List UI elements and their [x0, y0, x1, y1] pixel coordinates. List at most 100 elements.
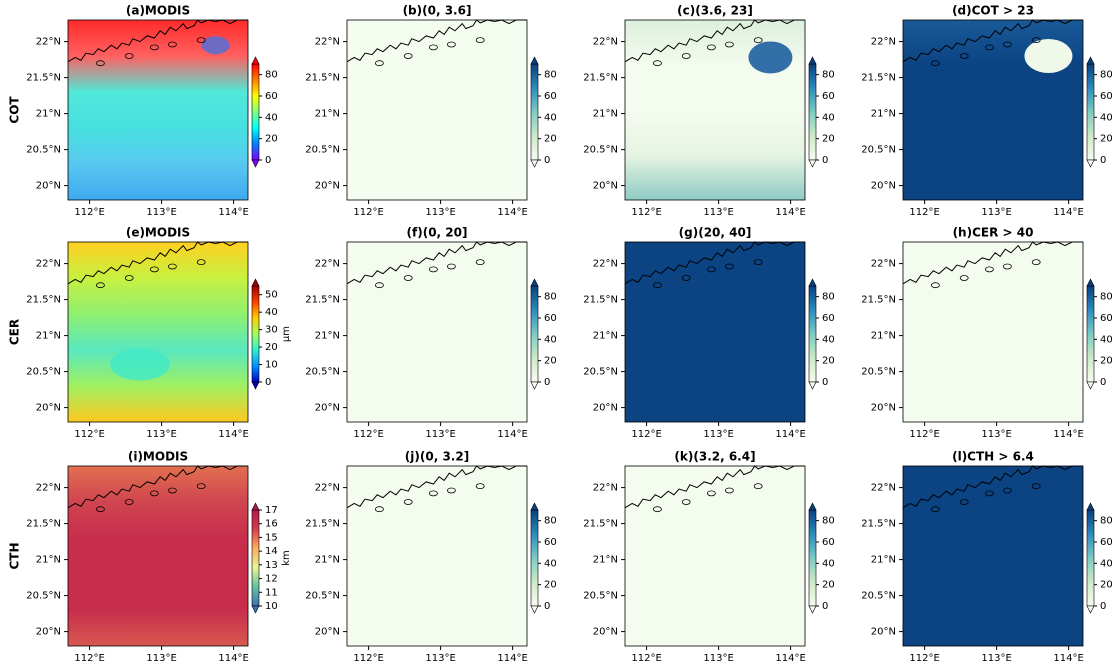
colorbar — [808, 63, 817, 161]
island — [725, 41, 734, 48]
colorbar-extend — [251, 605, 260, 614]
colorbar-tick-label: 13 — [265, 560, 278, 571]
panel-title: (l)CTH > 6.4 — [952, 450, 1034, 464]
map-field — [625, 242, 805, 422]
row-label: COT — [8, 96, 22, 124]
colorbar-extend — [808, 56, 817, 65]
lat-tick-label: 20°N — [36, 181, 61, 192]
colorbar-tick-label: 0 — [822, 601, 828, 612]
lon-tick-label: 112°E — [909, 653, 939, 664]
colorbar-tick-label: 60 — [544, 91, 557, 102]
colorbar-tick-label: 20 — [544, 580, 557, 591]
island — [428, 266, 438, 273]
lat-tick-label: 22°N — [315, 483, 340, 494]
lon-tick-label: 114°E — [497, 429, 527, 440]
colorbar-tick-label: 80 — [544, 516, 557, 527]
island — [167, 41, 177, 48]
island — [96, 60, 105, 67]
colorbar-extend — [1086, 159, 1095, 168]
lat-tick-label: 21.5°N — [26, 295, 61, 306]
colorbar-extend — [808, 605, 817, 614]
panel-title: (f)(0, 20] — [407, 226, 468, 240]
colorbar — [251, 509, 260, 607]
colorbar-tick-label: 40 — [1100, 558, 1113, 569]
map-frame — [67, 19, 249, 201]
colorbar-tick-label: 0 — [265, 377, 271, 388]
map-field — [903, 466, 1083, 646]
island — [196, 37, 206, 44]
island — [149, 490, 159, 497]
lat-tick-label: 21.5°N — [305, 295, 340, 306]
island — [985, 266, 994, 273]
colorbar-tick-label: 40 — [265, 307, 278, 318]
lon-tick-label: 113°E — [703, 207, 733, 218]
lat-tick-label: 20.5°N — [305, 367, 340, 378]
lat-tick-label: 21°N — [36, 109, 61, 120]
lat-tick-label: 22°N — [36, 37, 61, 48]
colorbar-tick-label: 60 — [544, 313, 557, 324]
colorbar-tick-label: 80 — [544, 70, 557, 81]
island — [167, 487, 177, 494]
lat-tick-label: 22°N — [871, 37, 896, 48]
lon-tick-label: 114°E — [218, 207, 248, 218]
lat-tick-label: 21.5°N — [583, 295, 618, 306]
map-field — [625, 466, 805, 646]
colorbar-tick-label: 11 — [265, 587, 278, 598]
lon-tick-label: 113°E — [425, 429, 455, 440]
island — [1031, 483, 1041, 490]
island — [681, 53, 691, 59]
island — [959, 499, 969, 505]
lat-tick-label: 22°N — [871, 483, 896, 494]
panel-title: (g)(20, 40] — [679, 226, 752, 240]
lat-tick-label: 21.5°N — [583, 519, 618, 530]
lat-tick-label: 21°N — [36, 555, 61, 566]
island — [681, 275, 691, 281]
colorbar — [530, 63, 539, 161]
map-frame — [346, 19, 528, 201]
lon-tick-label: 112°E — [353, 207, 383, 218]
colorbar-tick-label: 40 — [544, 112, 557, 123]
island — [931, 506, 940, 513]
map-frame — [624, 241, 806, 423]
colorbar-tick-label: 60 — [822, 91, 835, 102]
colorbar-tick-label: 60 — [1100, 313, 1113, 324]
lat-tick-label: 21°N — [315, 109, 340, 120]
lat-tick-label: 20.5°N — [305, 145, 340, 156]
map-frame — [67, 241, 249, 423]
colorbar-tick-label: 0 — [1100, 155, 1106, 166]
lat-tick-label: 20°N — [593, 181, 618, 192]
island — [707, 44, 716, 51]
panel-title: (d)COT > 23 — [952, 4, 1034, 18]
island — [1003, 263, 1012, 270]
colorbar — [251, 285, 260, 383]
colorbar-extend — [1086, 502, 1095, 511]
colorbar-tick-label: 60 — [822, 313, 835, 324]
island — [124, 275, 134, 281]
lon-tick-label: 113°E — [981, 429, 1011, 440]
lon-tick-label: 114°E — [497, 207, 527, 218]
lon-tick-label: 113°E — [703, 653, 733, 664]
island — [446, 263, 456, 270]
colorbar-tick-label: 50 — [265, 290, 278, 301]
lon-tick-label: 112°E — [909, 207, 939, 218]
lon-tick-label: 114°E — [497, 653, 527, 664]
colorbar-tick-label: 20 — [544, 356, 557, 367]
island — [653, 282, 662, 289]
cloud-core — [1024, 39, 1073, 73]
map-field — [903, 242, 1083, 422]
lat-tick-label: 21°N — [871, 331, 896, 342]
lat-tick-label: 20.5°N — [26, 145, 61, 156]
colorbar-tick-label: 60 — [1100, 537, 1113, 548]
colorbar — [251, 63, 260, 161]
colorbar-extend — [530, 56, 539, 65]
map-field — [347, 20, 527, 200]
colorbar — [530, 285, 539, 383]
lat-tick-label: 20.5°N — [305, 591, 340, 602]
colorbar-extend — [808, 502, 817, 511]
panel-title: (j)(0, 3.2] — [405, 450, 469, 464]
lat-tick-label: 20°N — [315, 403, 340, 414]
lat-tick-label: 20.5°N — [861, 145, 896, 156]
colorbar-extend — [1086, 278, 1095, 287]
colorbar — [1086, 285, 1095, 383]
